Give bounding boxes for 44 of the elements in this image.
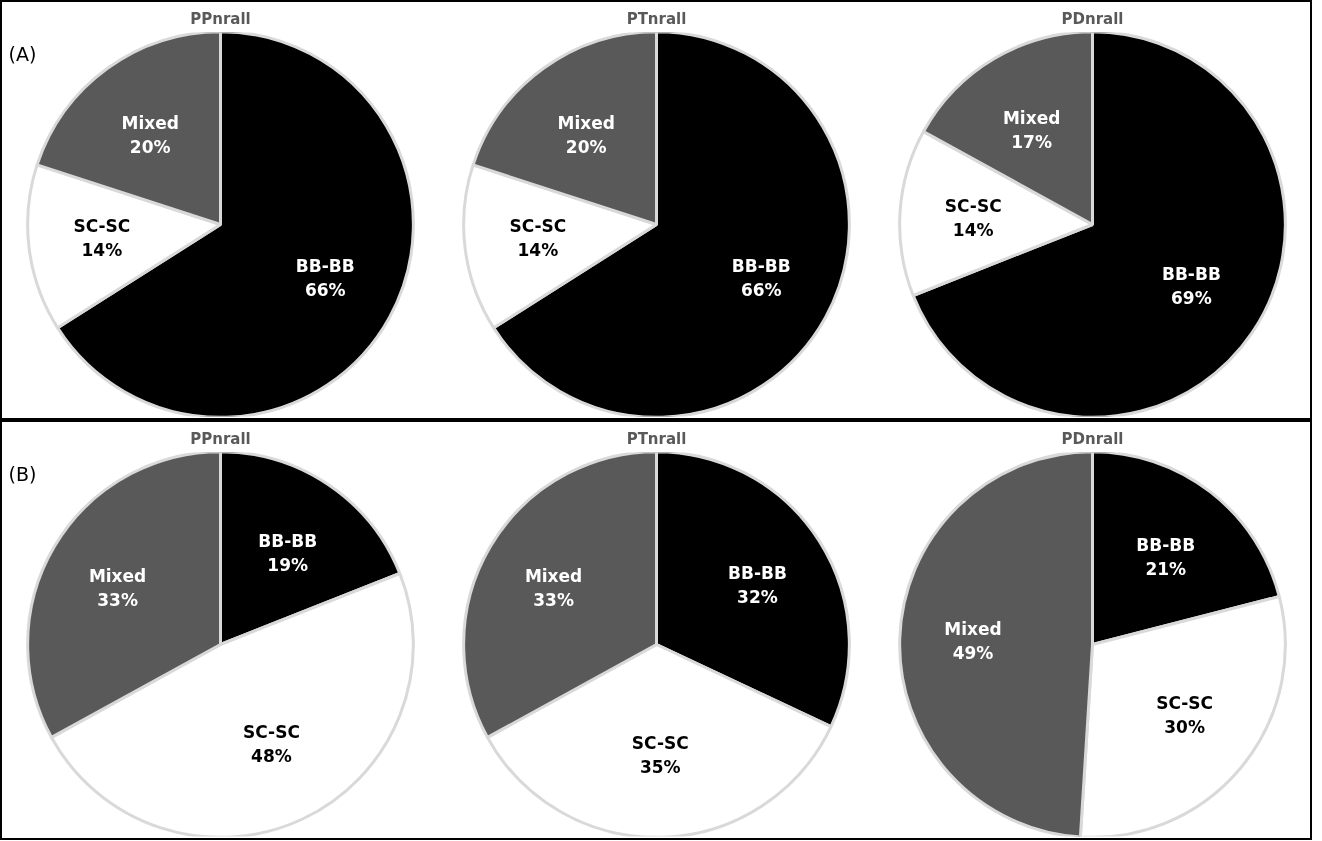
data-label: 14%: [517, 240, 559, 261]
data-label: 21%: [1145, 559, 1187, 580]
slice-label: BB-BB: [731, 255, 791, 276]
data-label: 33%: [533, 590, 574, 611]
data-label: 69%: [1171, 288, 1212, 309]
data-label: 17%: [1011, 131, 1052, 152]
chart-title: PTnrall: [626, 429, 687, 448]
data-label: 66%: [304, 279, 346, 300]
text: (A): [8, 42, 37, 65]
chart-title: PPnrall: [190, 429, 251, 448]
data-label: 14%: [81, 240, 123, 261]
slice-label: Mixed: [1002, 107, 1061, 128]
slice-label: Mixed: [88, 566, 147, 587]
data-label: 14%: [952, 219, 994, 240]
data-label: 66%: [740, 279, 782, 300]
chart-title: PTnrall: [626, 9, 687, 28]
text: (B): [8, 462, 37, 485]
data-label: 32%: [737, 587, 778, 608]
slice-label: Mixed: [944, 619, 1002, 640]
slice-label: SC-SC: [509, 216, 567, 237]
data-label: 30%: [1164, 716, 1205, 737]
slice-label: BB-BB: [1136, 535, 1196, 556]
data-label: 33%: [97, 590, 138, 611]
data-label: 48%: [251, 746, 292, 767]
data-label: 35%: [639, 756, 681, 777]
slice-label: SC-SC: [242, 722, 300, 743]
slice-label: SC-SC: [944, 195, 1002, 216]
slice-label: SC-SC: [73, 216, 131, 237]
slice-label: BB-BB: [258, 531, 318, 552]
chart-title: PDnrall: [1061, 9, 1124, 28]
data-label: 19%: [267, 555, 309, 576]
chart-title: PPnrall: [190, 9, 251, 28]
slice-label: BB-BB: [295, 255, 355, 276]
slice-label: SC-SC: [631, 732, 689, 753]
slice-label: BB-BB: [728, 563, 787, 584]
data-label: 20%: [129, 137, 171, 158]
slice-label: Mixed: [121, 113, 179, 134]
slice-label: BB-BB: [1161, 264, 1221, 285]
slice-label: Mixed: [524, 566, 583, 587]
chart-title: PDnrall: [1061, 429, 1124, 448]
slice-label: SC-SC: [1156, 692, 1214, 713]
slice-label: Mixed: [557, 113, 615, 134]
data-label: 20%: [565, 137, 607, 158]
data-label: 49%: [952, 643, 994, 664]
